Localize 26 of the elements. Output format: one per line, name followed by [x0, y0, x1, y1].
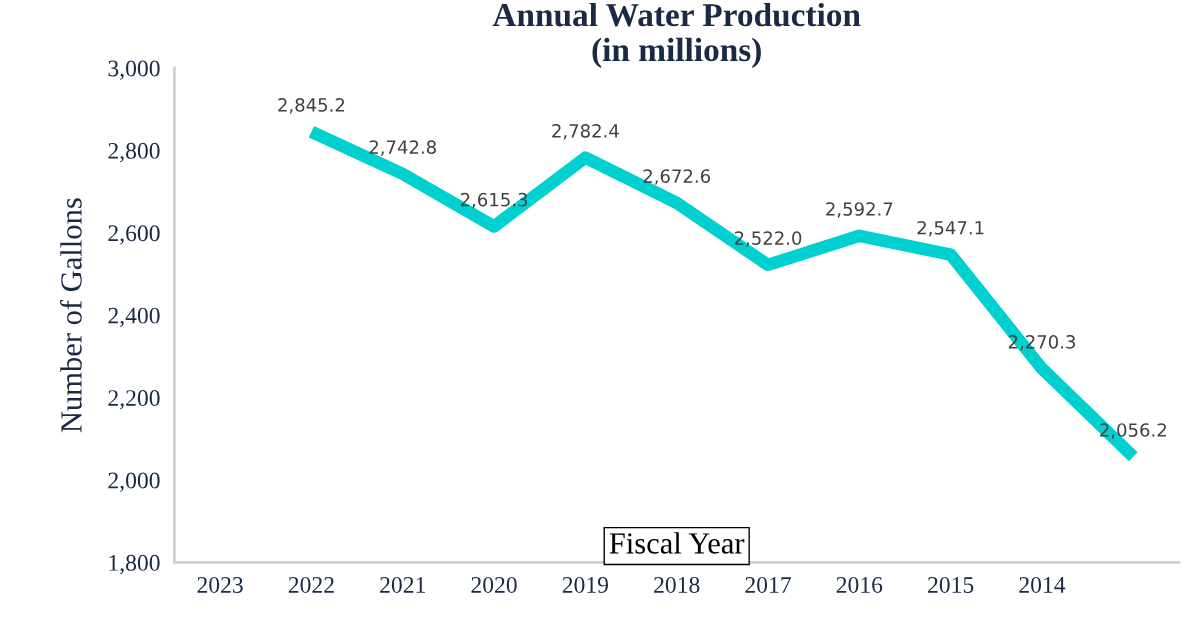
y-axis-title: Number of Gallons: [59, 198, 82, 433]
x-tick-label: 2015: [928, 576, 974, 593]
y-tick-label: 2,000: [108, 472, 160, 492]
data-label: 2,742.8: [369, 140, 436, 156]
x-axis-title: Fiscal Year: [609, 532, 745, 554]
x-tick-label: 2023: [197, 576, 243, 593]
x-tick-label: 2016: [836, 576, 883, 593]
x-tick-label: 2014: [1019, 576, 1066, 593]
y-tick-label: 3,000: [108, 60, 160, 80]
y-tick-label: 2,200: [108, 390, 160, 410]
y-tick-label: 2,600: [108, 225, 160, 245]
x-tick-label: 2017: [745, 576, 791, 593]
data-label: 2,845.2: [278, 98, 345, 114]
data-label: 2,782.4: [552, 124, 619, 140]
data-label: 2,547.1: [917, 220, 984, 237]
y-tick-label: 1,800: [109, 554, 160, 575]
x-tick-label: 2022: [288, 576, 334, 593]
x-tick-label: 2021: [380, 576, 425, 593]
x-tick-label: 2018: [654, 576, 700, 593]
x-tick-label: 2019: [562, 576, 609, 593]
y-tick-label: 2,400: [108, 307, 160, 327]
data-label: 2,672.6: [643, 169, 711, 185]
y-tick-label: 2,800: [108, 142, 160, 163]
data-label: 2,592.7: [826, 202, 893, 218]
chart-title: Annual Water Production (in millions): [492, 2, 861, 68]
x-tick-label: 2020: [471, 576, 517, 593]
